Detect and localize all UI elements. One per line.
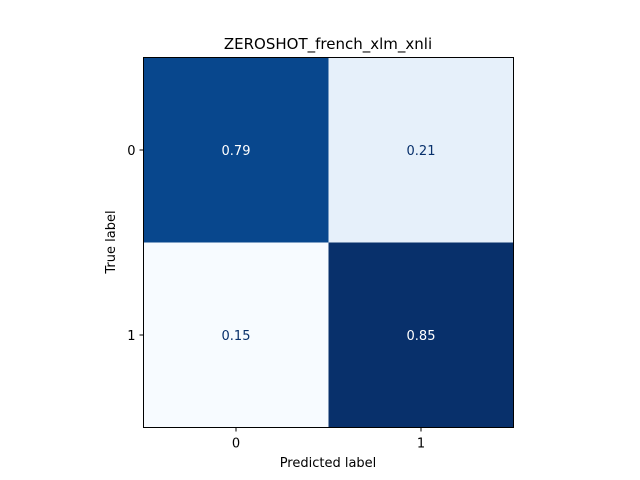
- cell-value-label-0-0: 0.79: [222, 144, 251, 159]
- heatmap-cell-1-1: [328, 242, 514, 428]
- cell-value-label-1-1: 0.85: [407, 329, 436, 344]
- chart-title: ZEROSHOT_french_xlm_xnli: [224, 35, 432, 54]
- y-axis-label: True label: [104, 210, 119, 274]
- y-tick-label-0: 0: [127, 144, 135, 159]
- x-axis-label: Predicted label: [280, 456, 377, 471]
- heatmap-cells: [143, 57, 514, 428]
- heatmap-cell-0-1: [328, 57, 514, 243]
- y-axis-ticks: 01: [127, 144, 144, 344]
- heatmap-cell-labels: 0.79 0.21 0.15 0.85: [222, 144, 436, 344]
- heatmap-cell-0-0: [143, 57, 329, 243]
- cell-value-label-0-1: 0.21: [407, 144, 436, 159]
- y-tick-label-1: 1: [127, 329, 135, 344]
- cell-value-label-1-0: 0.15: [222, 329, 251, 344]
- x-tick-label-1: 1: [417, 437, 425, 452]
- heatmap-cell-1-0: [143, 242, 329, 428]
- x-tick-label-0: 0: [232, 437, 240, 452]
- plot-frame: [143, 57, 514, 428]
